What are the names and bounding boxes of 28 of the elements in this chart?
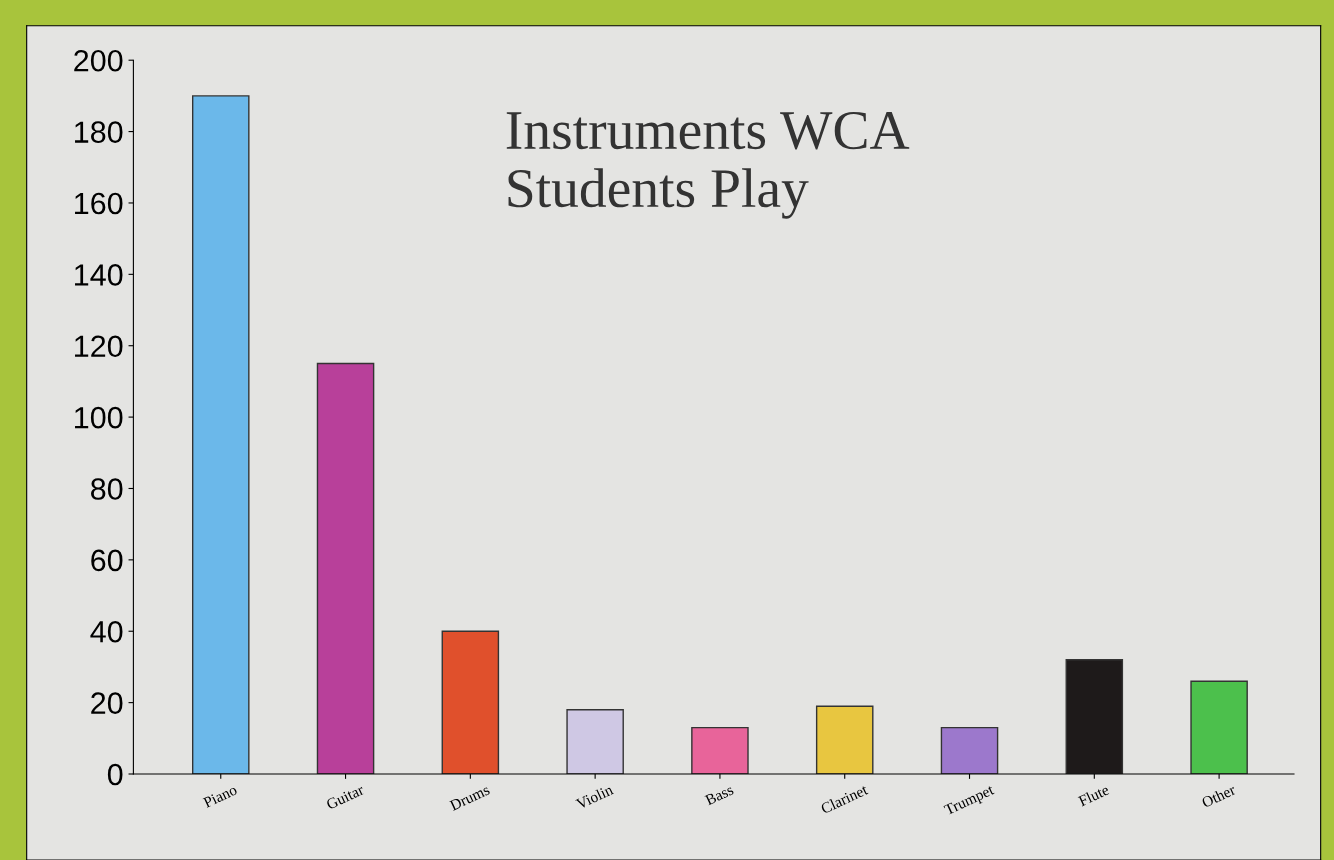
x-tick-label: Flute	[1077, 783, 1110, 807]
x-tick-label: Other	[1200, 783, 1237, 808]
y-tick-label: 60	[91, 549, 123, 572]
x-tick-label: Piano	[202, 784, 238, 808]
y-tick-label: 0	[107, 763, 123, 786]
bar	[815, 705, 874, 774]
bar	[691, 726, 749, 774]
y-tick-label: 180	[75, 121, 123, 143]
y-tick-label: 80	[91, 478, 123, 500]
text: Instruments WCA Students Play	[506, 111, 910, 219]
y-tick-label: 100	[75, 406, 123, 429]
bar	[1065, 659, 1124, 774]
x-tick-label: Bass	[704, 784, 735, 806]
bar	[940, 726, 999, 774]
bar	[566, 709, 624, 774]
x-tick-label: Drums	[449, 784, 491, 811]
y-tick-label: 200	[74, 49, 123, 72]
y-tick-label: 20	[91, 692, 123, 714]
bar	[1190, 680, 1248, 774]
y-tick-label: 40	[90, 620, 123, 643]
bar	[191, 95, 250, 774]
x-tick-label: Guitar	[325, 784, 365, 810]
bar	[316, 362, 375, 774]
bar	[441, 630, 500, 774]
y-tick-label: 140	[75, 264, 123, 286]
x-tick-label: Violin	[575, 783, 614, 810]
y-tick-label: 120	[75, 335, 123, 358]
y-tick-label: 160	[75, 192, 123, 215]
